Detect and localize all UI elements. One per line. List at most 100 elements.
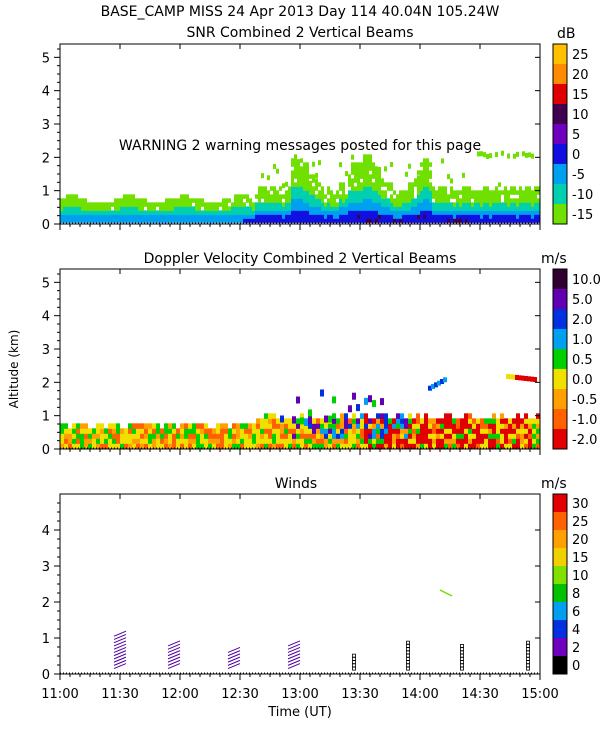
snr-cell [336,194,339,199]
snr-cell [243,194,246,199]
doppler-cell [408,433,412,439]
snr-cell [216,210,219,215]
colorbar-swatch [553,64,567,84]
colorbar-swatch [553,349,567,369]
snr-cell [321,210,324,215]
snr-cell [213,202,216,207]
snr-cell [348,178,351,183]
wind-barb [113,637,127,644]
snr-cell [408,218,411,223]
snr-cell [246,198,249,203]
doppler-cell [508,433,512,439]
doppler-cell [172,438,176,444]
snr-cell [474,194,477,199]
doppler-cell [236,433,240,439]
snr-cell [60,214,63,219]
snr-cell [291,174,294,179]
doppler-cell [312,428,316,434]
doppler-cell [240,428,244,434]
doppler-cell [372,428,376,434]
snr-cell [375,174,378,179]
doppler-cell [332,396,336,404]
doppler-cell [444,443,448,449]
snr-cell [474,202,477,207]
snr-cell [426,214,429,219]
snr-cell [360,190,363,195]
snr-cell [510,190,513,195]
snr-cell [273,218,276,223]
doppler-cell [456,443,460,449]
snr-cell [498,194,501,199]
snr-cell [294,182,297,187]
doppler-cell [392,433,396,439]
snr-cell [510,198,513,203]
doppler-cell [428,385,432,391]
doppler-cell [336,433,340,439]
doppler-cell [512,443,516,449]
snr-cell [231,214,234,219]
snr-cell [384,190,387,195]
doppler-cell [164,428,168,434]
snr-cell [153,206,156,211]
doppler-cell [184,428,188,434]
snr-cell [273,210,276,215]
doppler-cell [144,428,148,434]
snr-cell [414,214,417,219]
doppler-cell [292,416,296,424]
snr-cell [294,214,297,219]
snr-cell [312,161,315,167]
doppler-cell [188,443,192,449]
snr-cell [123,194,126,199]
snr-cell [426,198,429,203]
snr-cell [195,202,198,207]
snr-cell [447,198,450,203]
snr-cell [348,218,351,223]
doppler-cell [408,418,412,424]
doppler-cell [308,438,312,444]
doppler-cell [260,433,264,439]
doppler-cell [280,428,284,434]
snr-cell [513,206,516,211]
snr-cell [75,202,78,207]
doppler-cell [392,428,396,434]
doppler-cell [452,423,456,429]
snr-cell [309,174,312,179]
snr-cell [300,206,303,211]
doppler-cell [244,423,248,429]
snr-cell [177,210,180,215]
doppler-cell [204,443,208,449]
snr-cell [450,178,453,184]
snr-cell [441,186,444,191]
doppler-cell [220,423,224,429]
snr-cell [405,190,408,195]
colorbar-label: -2.0 [572,433,597,448]
winds|2-ytick-label: 1 [42,632,50,647]
colorbar-label: -1.0 [572,413,597,428]
winds|2-ytick-label: 4 [42,524,50,539]
snr-cell [363,202,366,207]
snr-cell [159,210,162,215]
snr-cell [180,210,183,215]
snr-cell [96,202,99,207]
snr-cell [249,198,252,203]
doppler-cell [356,404,360,412]
doppler-cell [512,438,516,444]
doppler-cell [308,423,312,429]
snr-cell [81,198,84,203]
wind-barb [460,666,464,671]
snr-cell [519,194,522,199]
snr-cell [429,162,432,167]
snr-cell [213,210,216,215]
doppler-cell [504,423,508,429]
doppler-cell [400,438,404,444]
doppler-cell [100,433,104,439]
snr-cell [345,171,348,177]
doppler-cell [396,413,400,419]
snr-cell [63,210,66,215]
snr-cell [426,178,429,183]
snr-cell [462,172,465,178]
snr-cell [534,198,537,203]
doppler-cell [460,428,464,434]
doppler-cell [448,418,452,424]
doppler-cell [356,423,360,429]
